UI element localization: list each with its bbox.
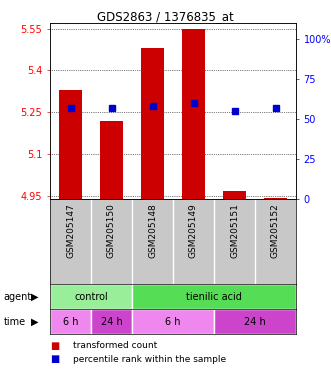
Bar [100, 121, 123, 199]
Bar [50, 309, 91, 334]
Text: ■: ■ [50, 354, 59, 364]
Bar [223, 190, 246, 199]
Bar [141, 48, 164, 199]
Text: ▶: ▶ [31, 291, 39, 301]
Text: time: time [3, 316, 25, 326]
Bar [214, 309, 296, 334]
Bar [264, 197, 287, 199]
Text: percentile rank within the sample: percentile rank within the sample [73, 354, 226, 364]
Text: GSM205150: GSM205150 [107, 203, 116, 258]
Text: GSM205147: GSM205147 [66, 203, 75, 258]
Text: 24 h: 24 h [101, 316, 122, 326]
Text: GSM205148: GSM205148 [148, 203, 157, 258]
Bar [132, 284, 296, 309]
Text: tienilic acid: tienilic acid [186, 291, 242, 301]
Text: 24 h: 24 h [244, 316, 266, 326]
Text: agent: agent [3, 291, 31, 301]
Bar [50, 284, 132, 309]
Text: GSM205151: GSM205151 [230, 203, 239, 258]
Text: 6 h: 6 h [63, 316, 78, 326]
Text: 6 h: 6 h [165, 316, 181, 326]
Bar [91, 309, 132, 334]
Bar [132, 309, 214, 334]
Bar [59, 90, 82, 199]
Text: GSM205152: GSM205152 [271, 203, 280, 258]
Text: ▶: ▶ [31, 316, 39, 326]
Bar [182, 28, 205, 199]
Text: transformed count: transformed count [73, 341, 158, 351]
Text: ■: ■ [50, 341, 59, 351]
Text: GDS2863 / 1376835_at: GDS2863 / 1376835_at [97, 10, 234, 23]
Text: GSM205149: GSM205149 [189, 203, 198, 258]
Text: control: control [74, 291, 108, 301]
